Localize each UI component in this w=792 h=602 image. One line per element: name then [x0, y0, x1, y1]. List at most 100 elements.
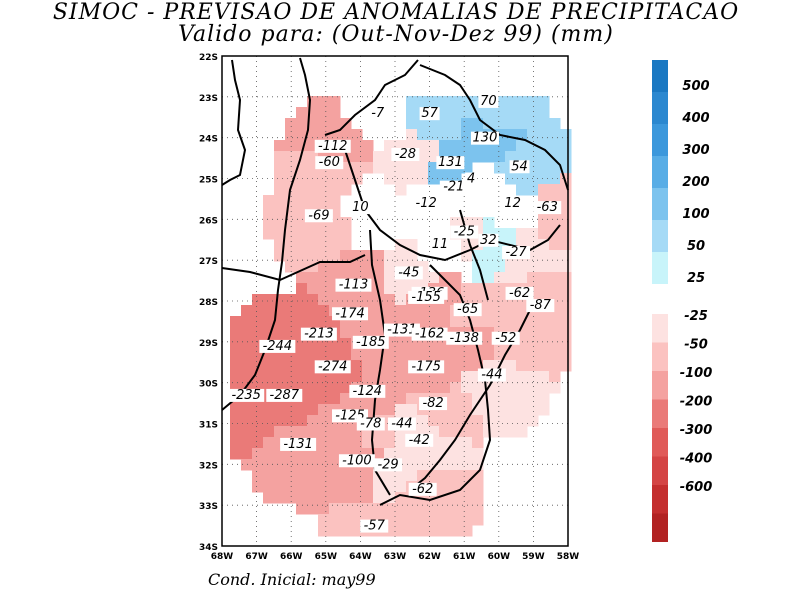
anomaly-cell	[329, 173, 341, 185]
lat-tick-label: 29S	[199, 339, 218, 349]
anomaly-value-label: -131	[283, 437, 313, 452]
anomaly-cell	[395, 316, 407, 328]
anomaly-cell	[494, 294, 506, 306]
anomaly-cell	[285, 195, 297, 207]
anomaly-cell	[549, 239, 561, 251]
anomaly-cell	[472, 514, 484, 526]
anomaly-cell	[307, 448, 319, 460]
anomaly-cell	[461, 448, 473, 460]
anomaly-cell	[395, 250, 407, 262]
anomaly-cell	[307, 294, 319, 306]
anomaly-cell	[230, 437, 242, 449]
anomaly-cell	[461, 525, 473, 537]
anomaly-cell	[241, 382, 253, 394]
anomaly-cell	[384, 151, 396, 163]
anomaly-cell	[560, 239, 572, 251]
anomaly-cell	[538, 404, 550, 416]
anomaly-cell	[296, 426, 308, 438]
anomaly-cell	[340, 228, 352, 240]
anomaly-cell	[527, 272, 539, 284]
label-background	[367, 107, 388, 121]
anomaly-cell	[527, 184, 539, 196]
anomaly-cell	[307, 349, 319, 361]
anomaly-value-label: -63	[537, 200, 558, 215]
anomaly-cell	[296, 217, 308, 229]
anomaly-cell	[296, 173, 308, 185]
anomaly-cell	[538, 162, 550, 174]
anomaly-cell	[560, 261, 572, 273]
anomaly-value-label: -185	[356, 335, 386, 350]
anomaly-cell	[340, 426, 352, 438]
anomaly-cell	[340, 481, 352, 493]
label-background	[478, 94, 499, 108]
anomaly-cell	[560, 349, 572, 361]
anomaly-cell	[362, 503, 374, 515]
anomaly-cell	[472, 316, 484, 328]
anomaly-cell	[549, 294, 561, 306]
anomaly-cell	[395, 305, 407, 317]
anomaly-cell	[450, 481, 462, 493]
anomaly-cell	[527, 393, 539, 405]
anomaly-cell	[230, 371, 242, 383]
anomaly-cell	[307, 195, 319, 207]
legend-swatch-negative	[652, 399, 668, 428]
anomaly-cell	[516, 184, 528, 196]
anomaly-cell	[296, 459, 308, 471]
anomaly-cell	[230, 426, 242, 438]
anomaly-cell	[274, 371, 286, 383]
anomaly-cell	[384, 162, 396, 174]
anomaly-cell	[274, 228, 286, 240]
anomaly-cell	[494, 283, 506, 295]
anomaly-cell	[439, 272, 451, 284]
anomaly-cell	[340, 393, 352, 405]
label-background	[408, 360, 445, 374]
anomaly-cell	[428, 272, 440, 284]
anomaly-cell	[241, 448, 253, 460]
anomaly-cell	[351, 470, 363, 482]
anomaly-cell	[395, 437, 407, 449]
anomaly-cell	[549, 283, 561, 295]
anomaly-cell	[417, 415, 429, 427]
anomaly-cell	[516, 107, 528, 119]
anomaly-cell	[252, 415, 264, 427]
anomaly-cell	[384, 261, 396, 273]
anomaly-cell	[483, 217, 495, 229]
legend-label-positive: 100	[682, 207, 709, 222]
anomaly-cell	[384, 140, 396, 152]
anomaly-cell	[296, 448, 308, 460]
anomaly-cell	[472, 470, 484, 482]
anomaly-cell	[285, 228, 297, 240]
anomaly-cell	[296, 261, 308, 273]
label-background	[408, 290, 445, 304]
legend-label-positive: 300	[682, 143, 709, 158]
anomaly-cell	[450, 316, 462, 328]
anomaly-cell	[406, 426, 418, 438]
anomaly-cell	[296, 184, 308, 196]
anomaly-cell	[329, 118, 341, 130]
anomaly-cell	[538, 338, 550, 350]
anomaly-cell	[362, 393, 374, 405]
anomaly-cell	[450, 492, 462, 504]
anomaly-cell	[395, 393, 407, 405]
anomaly-cell	[362, 437, 374, 449]
anomaly-cell	[274, 184, 286, 196]
anomaly-cell	[296, 492, 308, 504]
anomaly-cell	[263, 437, 275, 449]
anomaly-value-label: -52	[495, 331, 516, 346]
label-background	[352, 335, 389, 349]
anomaly-value-label: -45	[398, 265, 419, 280]
anomaly-cell	[395, 173, 407, 185]
anomaly-cell	[428, 173, 440, 185]
anomaly-cell	[428, 525, 440, 537]
anomaly-cell	[417, 140, 429, 152]
anomaly-cell	[417, 371, 429, 383]
anomaly-cell	[549, 371, 561, 383]
anomaly-cell	[439, 129, 451, 141]
anomaly-cell	[560, 151, 572, 163]
anomaly-cell	[417, 129, 429, 141]
anomaly-cell	[461, 151, 473, 163]
anomaly-cell	[274, 173, 286, 185]
legend-swatch-positive	[652, 188, 668, 220]
anomaly-cell	[483, 338, 495, 350]
anomaly-cell	[395, 481, 407, 493]
